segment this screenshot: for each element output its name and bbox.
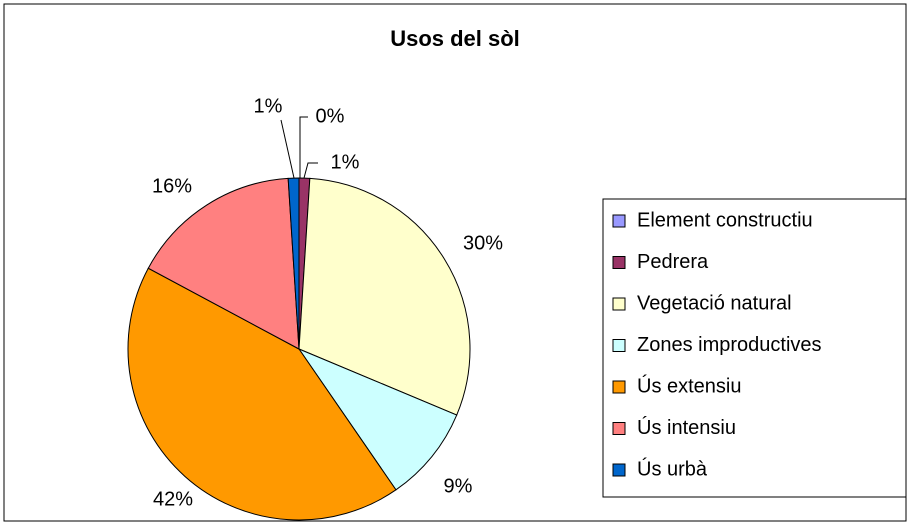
leader-line — [280, 119, 295, 179]
legend-label: Ús extensiu — [637, 374, 742, 397]
legend-label: Element constructiu — [637, 209, 813, 231]
pie-slice — [147, 177, 300, 350]
data-label: 1% — [331, 151, 360, 173]
legend-swatch — [612, 422, 626, 435]
legend-label: Vegetació natural — [637, 292, 792, 314]
data-label: 0% — [316, 105, 345, 127]
data-label: 42% — [153, 488, 193, 510]
legend-box — [602, 198, 907, 498]
data-label: 30% — [463, 232, 503, 254]
legend-label: Ús urbà — [637, 457, 708, 480]
legend-swatch — [612, 214, 626, 228]
data-label: 9% — [444, 475, 473, 497]
legend-label: Zones improductives — [637, 334, 822, 356]
legend-swatch — [612, 339, 626, 352]
pie-slice — [127, 267, 397, 521]
pie-slice — [297, 347, 458, 491]
legend-label: Pedrera — [637, 251, 709, 273]
legend-swatch — [612, 463, 626, 477]
legend-label: Ús intensiu — [637, 416, 736, 439]
legend-swatch — [612, 297, 626, 311]
legend-swatch — [612, 256, 626, 269]
legend-swatch — [612, 380, 626, 394]
leader-line — [299, 116, 308, 178]
pie-slice — [298, 177, 471, 416]
data-label: 16% — [152, 175, 192, 197]
leader-line — [303, 162, 318, 179]
chart-title: Usos del sòl — [390, 26, 520, 51]
data-label: 1% — [254, 95, 283, 117]
